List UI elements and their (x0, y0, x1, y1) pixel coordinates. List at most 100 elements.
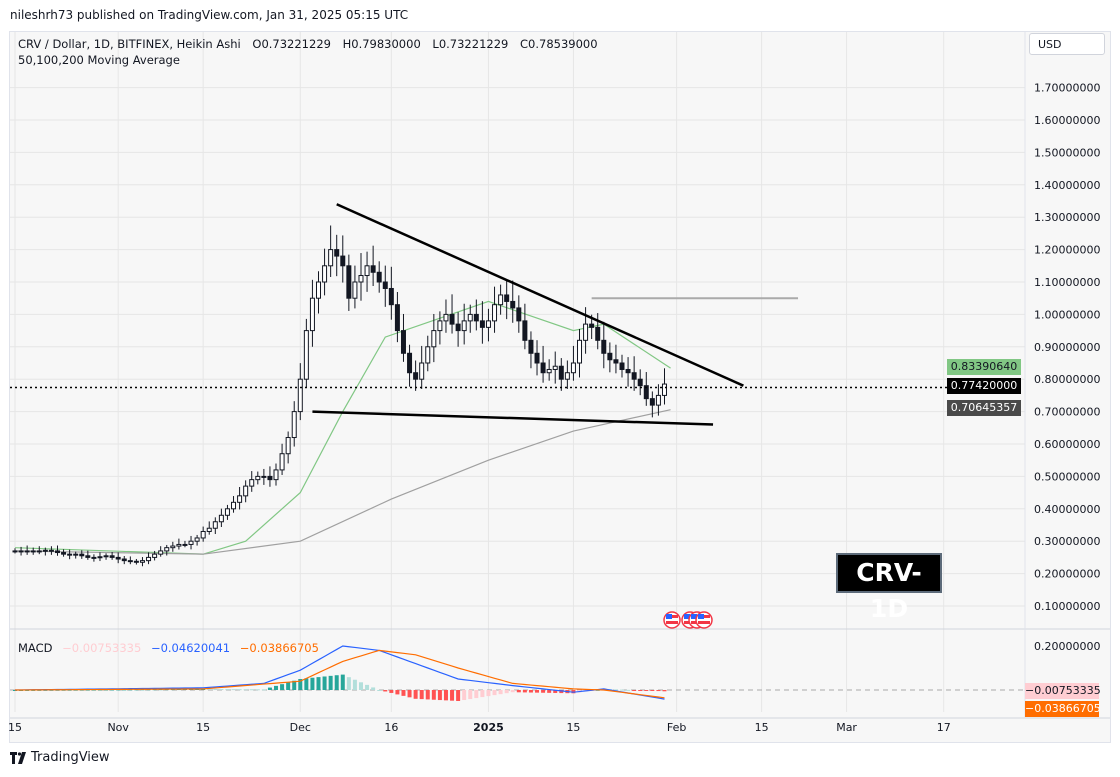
candle-body (309, 297, 315, 332)
currency-button[interactable]: USD (1029, 33, 1105, 55)
candle-body (534, 352, 540, 364)
candle-body (73, 553, 79, 556)
candle (164, 544, 170, 556)
candle (212, 517, 218, 535)
ma-line-ma100 (14, 409, 671, 555)
candle-body (273, 469, 279, 481)
symbol-title[interactable]: CRV / Dollar, 1D, BITFINEX, Heikin Ashi (18, 37, 241, 51)
macd-histogram-bar (443, 690, 448, 701)
macd-histogram-bar (401, 690, 406, 696)
candle-body (661, 383, 667, 396)
candle (79, 550, 85, 559)
candle-body (18, 550, 24, 553)
candle-body (36, 550, 42, 553)
candle (176, 538, 182, 550)
candle (255, 471, 261, 485)
macd-histogram-bar (535, 690, 540, 693)
candle-body (370, 265, 376, 273)
candle-body (291, 411, 297, 439)
macd-histogram-bar (419, 690, 424, 700)
candle (637, 369, 643, 396)
candle-body (200, 530, 206, 539)
candle (413, 360, 419, 391)
flag-stripe (666, 621, 678, 624)
flag-canton (691, 614, 697, 619)
x-tick-label: Dec (290, 721, 311, 734)
candle-body (212, 521, 218, 529)
candle-body (376, 271, 382, 283)
candle (613, 344, 619, 374)
chart-legend: CRV / Dollar, 1D, BITFINEX, Heikin Ashi … (18, 36, 606, 68)
candle (30, 547, 36, 555)
candle-body (498, 294, 504, 306)
candle (431, 313, 437, 363)
candle-body (146, 556, 152, 562)
candle-body (194, 537, 200, 542)
macd-histogram-bar (431, 690, 436, 700)
macd-histogram-bar (522, 690, 527, 693)
footer-brand[interactable]: TradingView (31, 750, 110, 765)
candle-body (364, 265, 370, 277)
candle-body (467, 313, 473, 322)
candle-body (394, 304, 400, 332)
macd-histogram-bar (292, 680, 297, 690)
ohlc-close: C0.78539000 (520, 37, 598, 51)
macd-histogram-bar (207, 688, 212, 690)
candle (570, 345, 576, 381)
candle-body (279, 453, 285, 471)
candle (316, 271, 321, 314)
flag-canton (684, 614, 690, 619)
macd-histogram-bar (261, 689, 266, 691)
candle-body (91, 556, 97, 559)
candle-body (316, 281, 321, 299)
us-event-flag-icon[interactable] (695, 611, 713, 629)
y-tick-label: 0.60000000 (1034, 438, 1100, 451)
candle-body (564, 372, 570, 380)
macd-label[interactable]: MACD (18, 641, 53, 655)
trendline (312, 410, 714, 426)
candle (200, 526, 206, 542)
candle-body (224, 508, 230, 516)
indicator-title[interactable]: 50,100,200 Moving Average (18, 53, 180, 67)
last-price-tag: 0.77420000 (947, 378, 1021, 394)
macd-histogram-bar (231, 689, 236, 691)
macd-hist-value: −0.00753335 (62, 641, 142, 655)
x-tick-label: 15 (8, 721, 22, 734)
x-tick-label: 17 (937, 721, 951, 734)
macd-histogram-bar (346, 677, 351, 690)
candle (558, 358, 564, 391)
macd-histogram-bar (650, 690, 655, 691)
macd-histogram-bar (468, 690, 473, 700)
us-event-flag-icon[interactable] (663, 611, 681, 629)
candle (170, 541, 176, 552)
macd-histogram-bar (613, 689, 618, 691)
candle-body (206, 527, 212, 532)
candle (461, 303, 467, 345)
candle-body (589, 323, 595, 328)
candle-body (133, 560, 139, 563)
macd-signal-value: −0.03866705 (239, 641, 319, 655)
candle (158, 546, 164, 557)
candle-body (255, 475, 261, 481)
candle-body (407, 352, 413, 374)
candle (400, 313, 406, 362)
x-tick-label: 16 (384, 721, 398, 734)
ohlc-open: O0.73221229 (252, 37, 331, 51)
y-tick-label: 1.50000000 (1034, 146, 1100, 159)
candle (473, 299, 479, 331)
candle-body (619, 362, 625, 370)
candle (577, 328, 583, 378)
candle-body (449, 313, 455, 325)
candle (54, 545, 60, 556)
candle-body (577, 339, 583, 364)
candle (133, 558, 139, 565)
candle (534, 340, 540, 376)
candle-body (79, 553, 85, 557)
macd-histogram-bar (450, 690, 455, 701)
flag-stripe (698, 621, 710, 624)
candle (103, 553, 109, 560)
macd-histogram-bar (644, 690, 649, 691)
candle (291, 401, 297, 447)
macd-histogram-bar (620, 689, 624, 691)
